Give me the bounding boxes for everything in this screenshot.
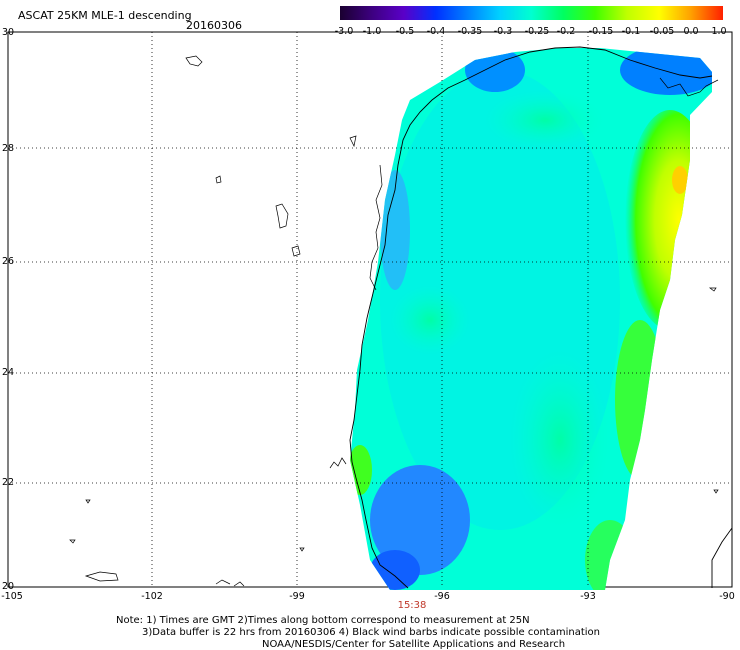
swath-green-southeast (585, 520, 635, 590)
laguna-madre-island (369, 164, 383, 291)
note-line-1: Note: 1) Times are GMT 2)Times along bot… (116, 615, 530, 626)
lon-label: -96 (434, 591, 450, 602)
lat-label: 30 (2, 27, 15, 38)
swath-green-coastal (350, 445, 372, 495)
lake-outline (215, 175, 222, 184)
lon-label: -99 (289, 591, 305, 602)
lake-outline (275, 203, 289, 229)
swath-blue-northeast (620, 48, 712, 95)
wind-swath (350, 48, 712, 590)
lon-label: -105 (1, 591, 23, 602)
lon-label: -93 (580, 591, 596, 602)
lake-outline (708, 287, 717, 292)
land-features (69, 55, 719, 587)
map-frame (7, 31, 733, 588)
yucatan-coastline (711, 527, 733, 588)
lake-outline (215, 579, 231, 585)
lake-outline (349, 135, 357, 148)
lake-outline (85, 499, 91, 504)
lake-outline (69, 539, 76, 544)
swath-green-patch (390, 285, 470, 355)
map-plot (7, 31, 733, 590)
lat-label: 28 (2, 143, 15, 154)
swath-yellow-patch (672, 166, 688, 194)
lat-label: 22 (2, 477, 15, 488)
swath-green-patch (510, 350, 610, 530)
swath-green-patch (485, 90, 605, 150)
note-line-3: NOAA/NESDIS/Center for Satellite Applica… (262, 639, 566, 650)
lat-label: 24 (2, 367, 15, 378)
lat-label: 26 (2, 256, 15, 267)
swath-yellow-east (625, 110, 712, 330)
mississippi-delta (659, 77, 719, 97)
lake-outline (233, 581, 245, 587)
map-date: 20160306 (186, 19, 242, 32)
lake-outline (713, 489, 719, 494)
time-label: 15:38 (397, 600, 427, 611)
swath-blue-north (465, 48, 525, 92)
lon-label: -102 (141, 591, 163, 602)
lake-outline (291, 245, 301, 257)
gulf-coastline (349, 46, 713, 589)
map-title: ASCAT 25KM MLE-1 descending (18, 9, 192, 22)
gridlines (8, 32, 732, 587)
lon-label: -90 (719, 591, 735, 602)
colorbar-gradient (340, 6, 723, 20)
swath-blue-south (370, 550, 420, 590)
lake-outline (299, 547, 305, 552)
lake-outline (329, 457, 347, 469)
note-line-2: 3)Data buffer is 22 hrs from 20160306 4)… (142, 627, 600, 638)
lake-outline (84, 571, 119, 582)
lake-outline (185, 55, 203, 67)
swath-green-east (615, 320, 665, 480)
colorbar (340, 6, 723, 20)
swath-blue-coastal (380, 170, 410, 290)
lat-label: 20 (2, 581, 15, 592)
swath-blue-southwest (370, 465, 470, 575)
